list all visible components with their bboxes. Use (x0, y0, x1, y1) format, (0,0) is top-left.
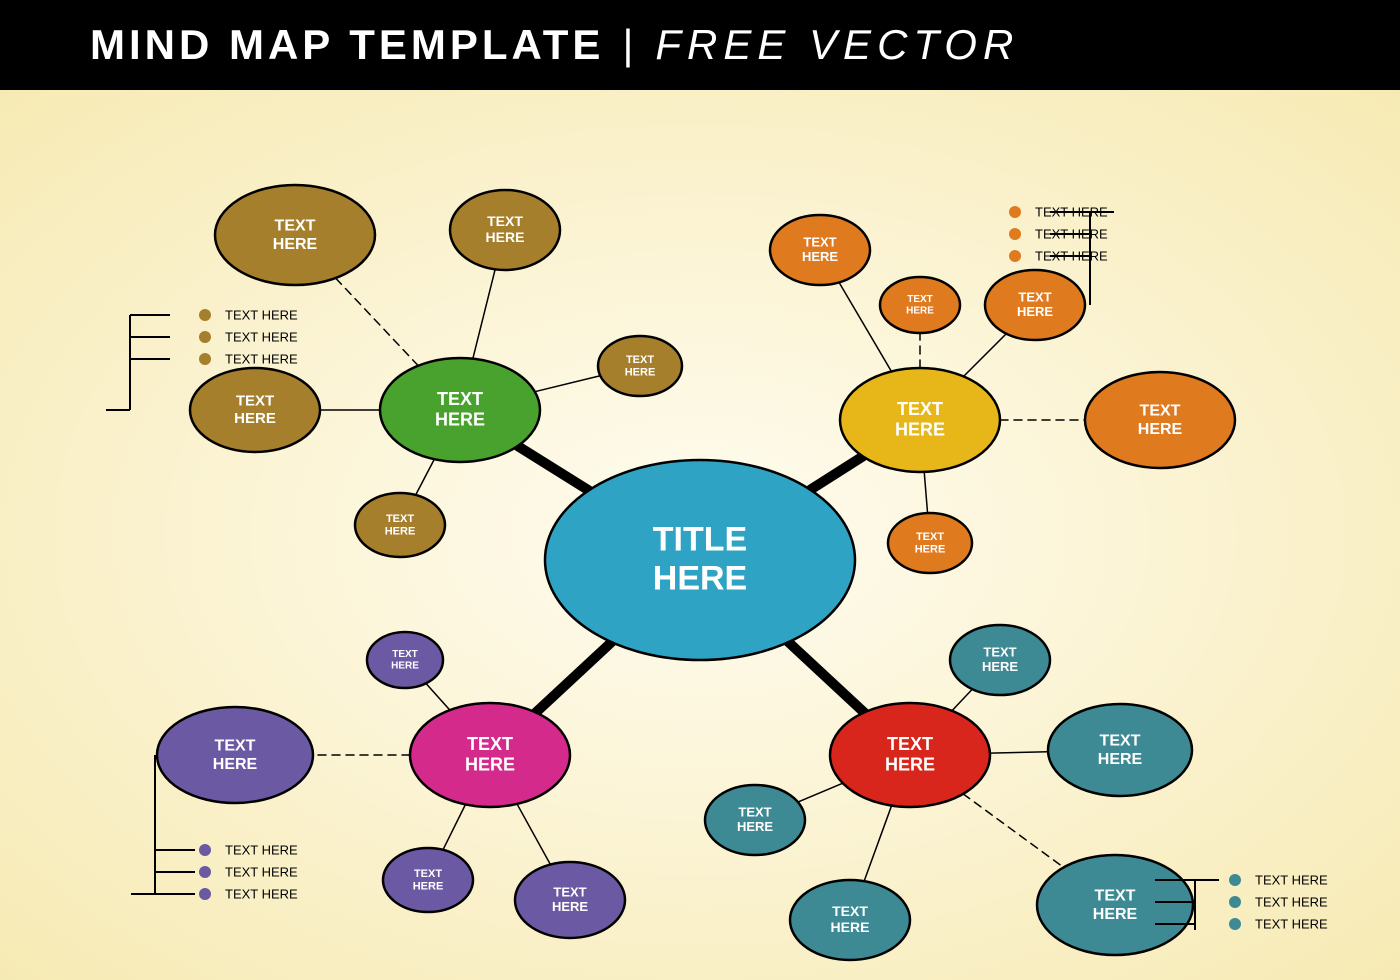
bullet-dot (1229, 918, 1241, 930)
hub-node-magenta-label: TEXT (467, 734, 513, 754)
leaf-node-10-label: HERE (391, 661, 419, 672)
leaf-node-7-label: HERE (1017, 304, 1053, 319)
leaf-node-17-label: TEXT (1100, 732, 1141, 749)
center-node-label: HERE (653, 559, 747, 597)
mindmap-canvas: TEXTHERETEXTHERETEXTHERETEXTHERETEXTHERE… (0, 90, 1400, 980)
leaf-node-14-label: TEXT (738, 804, 771, 819)
leaf-node-2-label: HERE (625, 367, 656, 379)
header-title-bold: MIND MAP TEMPLATE (90, 21, 604, 69)
leaf-node-8-label: HERE (1138, 421, 1183, 438)
hub-node-red-label: TEXT (887, 734, 933, 754)
leaf-node-5-label: HERE (802, 249, 838, 264)
header-bar: MIND MAP TEMPLATE | FREE VECTOR (0, 0, 1400, 90)
bullet-dot (1229, 896, 1241, 908)
bullet-label: TEXT HERE (1255, 894, 1328, 909)
bullet-dot (1009, 228, 1021, 240)
bullet-label: TEXT HERE (1255, 916, 1328, 931)
mindmap-svg: TEXTHERETEXTHERETEXTHERETEXTHERETEXTHERE… (0, 90, 1400, 980)
leaf-node-1-label: TEXT (487, 213, 523, 229)
leaf-node-16-label: HERE (982, 659, 1018, 674)
leaf-node-18-label: HERE (1093, 906, 1138, 923)
leaf-node-17-label: HERE (1098, 751, 1143, 768)
bullet-label: TEXT HERE (225, 842, 298, 857)
leaf-node-1-label: HERE (486, 229, 525, 245)
bullet-dot (199, 353, 211, 365)
leaf-node-0-label: HERE (273, 236, 318, 253)
leaf-node-15-label: TEXT (832, 903, 868, 919)
hub-node-red-label: HERE (885, 755, 935, 775)
bullet-dot (199, 866, 211, 878)
leaf-node-18-label: TEXT (1095, 887, 1136, 904)
hub-node-yellow-label: TEXT (897, 399, 943, 419)
leaf-node-2-label: TEXT (626, 354, 654, 366)
leaf-node-14-label: HERE (737, 819, 773, 834)
leaf-node-16-label: TEXT (983, 644, 1016, 659)
bullet-label: TEXT HERE (1035, 204, 1108, 219)
leaf-node-5-label: TEXT (803, 234, 836, 249)
bullet-label: TEXT HERE (1035, 248, 1108, 263)
hub-node-magenta-label: HERE (465, 755, 515, 775)
bullet-label: TEXT HERE (225, 864, 298, 879)
leaf-node-10-label: TEXT (392, 649, 418, 660)
hub-node-green-label: TEXT (437, 389, 483, 409)
bullet-label: TEXT HERE (225, 329, 298, 344)
leaf-node-4-label: TEXT (386, 513, 414, 525)
leaf-node-7-label: TEXT (1018, 289, 1051, 304)
bullet-label: TEXT HERE (1035, 226, 1108, 241)
leaf-node-11-label: HERE (213, 756, 258, 773)
bullet-dot (199, 331, 211, 343)
bullet-dot (199, 888, 211, 900)
leaf-node-13-label: HERE (552, 899, 588, 914)
center-node-label: TITLE (653, 520, 747, 558)
leaf-node-4-label: HERE (385, 526, 416, 538)
leaf-node-9-label: TEXT (916, 531, 944, 543)
leaf-node-12-label: TEXT (414, 868, 442, 880)
bullet-label: TEXT HERE (1255, 872, 1328, 887)
leaf-node-11-label: TEXT (215, 737, 256, 754)
bullet-dot (1229, 874, 1241, 886)
leaf-node-0-label: TEXT (275, 217, 316, 234)
leaf-node-3-label: TEXT (236, 393, 274, 410)
bullet-dot (199, 844, 211, 856)
leaf-node-6-label: TEXT (907, 294, 933, 305)
leaf-node-12-label: HERE (413, 881, 444, 893)
header-title-light: FREE VECTOR (655, 21, 1019, 69)
leaf-node-13-label: TEXT (553, 884, 586, 899)
hub-node-yellow-label: HERE (895, 420, 945, 440)
bullet-label: TEXT HERE (225, 351, 298, 366)
bullet-label: TEXT HERE (225, 886, 298, 901)
leaf-node-8-label: TEXT (1140, 402, 1181, 419)
header-separator: | (622, 21, 637, 69)
bullet-dot (1009, 206, 1021, 218)
leaf-node-9-label: HERE (915, 544, 946, 556)
leaf-node-15-label: HERE (831, 919, 870, 935)
leaf-node-6-label: HERE (906, 306, 934, 317)
leaf-node-3-label: HERE (234, 410, 276, 427)
bullet-label: TEXT HERE (225, 307, 298, 322)
hub-node-green-label: HERE (435, 410, 485, 430)
bullet-dot (199, 309, 211, 321)
bullet-dot (1009, 250, 1021, 262)
